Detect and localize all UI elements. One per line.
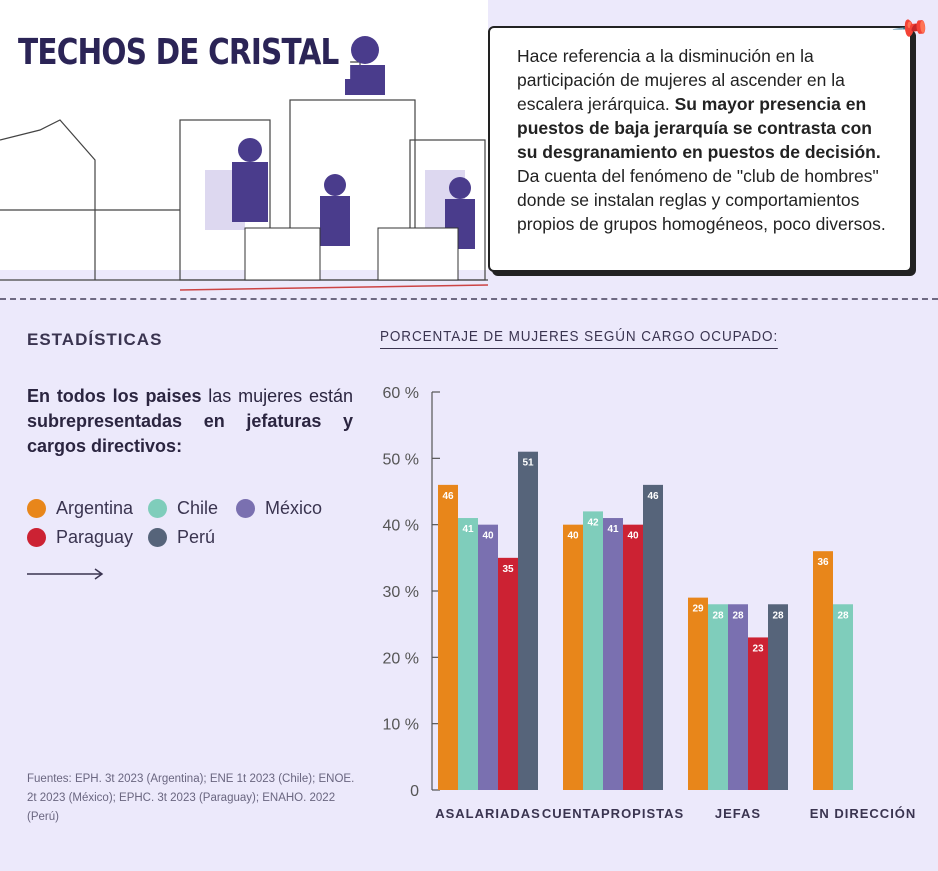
bar-value-label: 46: [442, 491, 454, 502]
legend-item: Argentina: [27, 498, 133, 519]
y-tick-label: 10 %: [383, 717, 419, 734]
bar-perú: [768, 604, 788, 790]
bar-value-label: 28: [772, 610, 784, 621]
legend-item: México: [236, 498, 322, 519]
sources-note: Fuentes: EPH. 3t 2023 (Argentina); ENE 1…: [27, 773, 355, 823]
bar-méxico: [728, 604, 748, 790]
bar-value-label: 40: [627, 531, 639, 542]
intro-bold-1: En todos los paises: [27, 386, 202, 406]
bar-argentina: [563, 524, 583, 790]
legend-dot: [148, 528, 167, 547]
bar-paraguay: [498, 557, 518, 790]
bar-perú: [518, 451, 538, 790]
bar-méxico: [603, 518, 623, 790]
intro-normal: las mujeres están: [201, 386, 353, 406]
x-tick-label: EN DIRECCIÓN: [810, 806, 917, 821]
legend-label: Paraguay: [56, 527, 134, 547]
y-tick-label: 40 %: [383, 518, 419, 535]
bar-chile: [833, 604, 853, 790]
bar-value-label: 28: [837, 610, 849, 621]
bar-argentina: [813, 551, 833, 790]
legend-label: Argentina: [56, 498, 134, 518]
bar-value-label: 41: [462, 524, 474, 535]
bar-value-label: 36: [817, 557, 829, 568]
legend-dot: [27, 499, 46, 518]
x-tick-label: CUENTAPROPISTAS: [542, 806, 684, 821]
callout-text-bold: Su mayor presencia en puestos de baja je…: [517, 94, 881, 162]
arrow-right-icon: [27, 568, 104, 580]
bar-argentina: [688, 597, 708, 790]
bar-value-label: 40: [567, 531, 579, 542]
intro-bold-2: subrepresentadas en jefaturas y cargos d…: [27, 411, 353, 456]
bar-chile: [458, 518, 478, 790]
y-tick-label: 30 %: [383, 584, 419, 601]
bar-value-label: 35: [502, 564, 514, 575]
intro-text: En todos los paises las mujeres están su…: [27, 384, 353, 459]
bar-value-label: 42: [587, 517, 599, 528]
y-tick-label: 0: [410, 783, 419, 800]
legend-item: Perú: [148, 527, 215, 548]
bar-chile: [583, 511, 603, 790]
callout-text-2: Da cuenta del fenómeno de "club de hombr…: [517, 166, 886, 234]
bar-value-label: 40: [482, 531, 494, 542]
legend-item: Chile: [148, 498, 218, 519]
y-tick-label: 50 %: [383, 451, 419, 468]
bar-value-label: 28: [732, 610, 744, 621]
divider: [0, 298, 938, 300]
x-tick-label: JEFAS: [715, 806, 761, 821]
y-tick-label: 60 %: [383, 385, 419, 402]
bar-value-label: 29: [692, 604, 704, 615]
bar-méxico: [478, 524, 498, 790]
section-title: ESTADÍSTICAS: [27, 330, 163, 349]
legend-dot: [27, 528, 46, 547]
bar-value-label: 23: [752, 643, 764, 654]
legend-label: Perú: [177, 527, 216, 547]
page-title: TECHOS DE CRISTAL: [0, 28, 350, 79]
chart-title: PORCENTAJE DE MUJERES SEGÚN CARGO OCUPAD…: [380, 328, 779, 349]
bar-value-label: 51: [522, 458, 534, 469]
bar-chile: [708, 604, 728, 790]
x-tick-label: ASALARIADAS: [435, 806, 541, 821]
bar-value-label: 28: [712, 610, 724, 621]
bar-argentina: [438, 484, 458, 790]
bar-perú: [643, 484, 663, 790]
legend-dot: [236, 499, 255, 518]
bar-paraguay: [623, 524, 643, 790]
legend-label: México: [265, 498, 323, 518]
bar-value-label: 41: [607, 524, 619, 535]
definition-callout: Hace referencia a la disminución en la p…: [488, 26, 912, 272]
legend-dot: [148, 499, 167, 518]
callout-text-1: Hace referencia a la disminución en la p…: [517, 46, 845, 114]
legend-label: Chile: [177, 498, 219, 518]
bar-value-label: 46: [647, 491, 659, 502]
legend-item: Paraguay: [27, 527, 133, 548]
y-tick-label: 20 %: [383, 650, 419, 667]
bar-paraguay: [748, 637, 768, 790]
